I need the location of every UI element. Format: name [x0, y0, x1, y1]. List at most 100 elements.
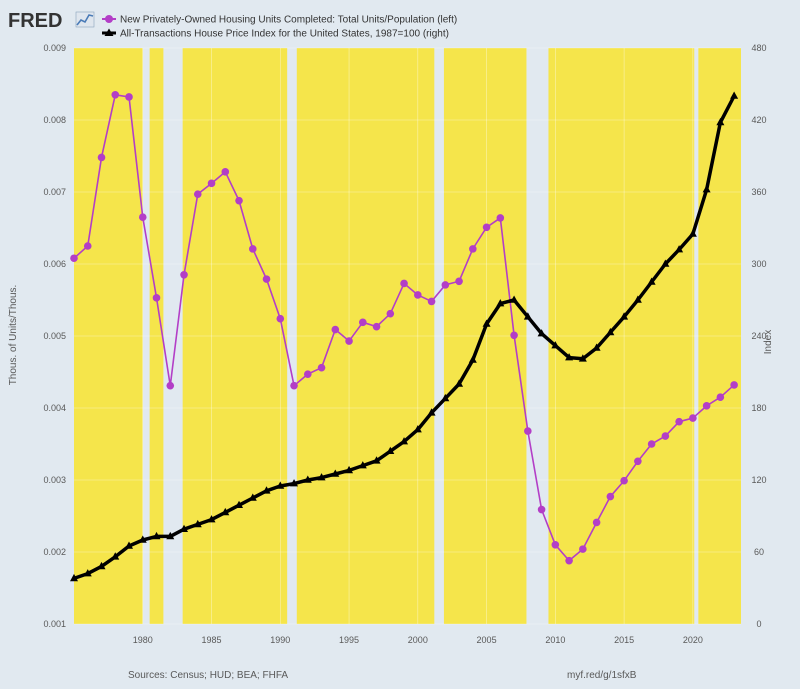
point-hpi-2005: [482, 319, 491, 327]
point-hpi-1987: [235, 500, 244, 508]
y-right-tick-label-0: 0: [756, 619, 761, 629]
point-hpi-2001: [427, 408, 436, 416]
point-completions-2014: [606, 492, 615, 501]
series-completions: [70, 91, 738, 565]
point-completions-1999: [400, 279, 408, 288]
series-house-price-index: [70, 91, 739, 582]
point-completions-2009: [537, 505, 546, 514]
point-hpi-2022: [716, 117, 725, 126]
y-right-tick-label-8: 480: [751, 43, 766, 53]
point-hpi-1999: [400, 437, 409, 445]
point-completions-2003: [455, 277, 463, 286]
y-left-tick-label-8: 0.009: [43, 43, 66, 53]
grid-lines: [74, 47, 741, 625]
y-axis-right: 0 60 120 180 240 300 360 420 480: [751, 43, 766, 629]
legend-marker-completions: [105, 15, 113, 23]
point-hpi-1982: [166, 531, 175, 540]
legend-label-completions: New Privately-Owned Housing Units Comple…: [120, 15, 457, 26]
point-hpi-1998: [386, 446, 395, 454]
point-hpi-1980: [138, 535, 147, 543]
point-hpi-1997: [372, 456, 381, 464]
point-completions-2002: [441, 281, 450, 289]
point-completions-2008: [524, 427, 532, 435]
point-completions-1998: [386, 309, 395, 318]
point-hpi-1981: [152, 531, 161, 540]
point-hpi-1978: [111, 552, 120, 560]
point-completions-2023: [730, 381, 738, 389]
y-axis-left: 0.001 0.002 0.003 0.004 0.005 0.006 0.007 0.008…: [43, 43, 66, 629]
point-hpi-2006: [496, 299, 505, 307]
y-right-tick-label-7: 420: [751, 115, 766, 125]
point-hpi-2016: [633, 295, 642, 303]
point-completions-1988: [248, 245, 257, 253]
point-hpi-2003: [455, 379, 464, 387]
point-hpi-2008: [523, 312, 532, 320]
point-hpi-2009: [537, 329, 546, 337]
x-tick-label-2010: 2010: [545, 635, 565, 645]
point-hpi-1976: [83, 569, 92, 577]
x-tick-label-2020: 2020: [683, 635, 703, 645]
y-right-tick-label-6: 360: [751, 187, 766, 197]
point-completions-1987: [235, 196, 243, 205]
fred-logo[interactable]: FRED: [8, 10, 95, 32]
point-completions-1978: [111, 91, 120, 99]
point-hpi-1984: [193, 519, 202, 528]
point-completions-2022: [716, 393, 725, 402]
legend-marker-hpi: [104, 28, 114, 36]
point-hpi-1992: [303, 475, 312, 483]
point-completions-1980: [138, 213, 147, 221]
point-hpi-1988: [248, 493, 257, 501]
point-completions-1993: [317, 363, 326, 372]
point-hpi-1989: [262, 486, 271, 494]
x-tick-label-2005: 2005: [477, 635, 497, 645]
point-completions-1994: [331, 325, 340, 334]
legend-item-completions[interactable]: New Privately-Owned Housing Units Comple…: [102, 15, 457, 26]
point-hpi-2007: [510, 295, 519, 303]
point-hpi-1993: [317, 473, 326, 481]
point-completions-1983: [180, 271, 188, 279]
y-left-tick-label-7: 0.008: [43, 115, 66, 125]
point-completions-1982: [166, 381, 175, 390]
point-completions-2020: [689, 414, 697, 422]
point-completions-1977: [97, 153, 106, 162]
point-hpi-2023: [730, 91, 739, 99]
point-completions-1995: [345, 337, 353, 345]
point-hpi-1977: [97, 561, 106, 570]
point-completions-2013: [592, 518, 601, 527]
short-link[interactable]: myf.red/g/1sfxB: [567, 670, 637, 681]
legend-item-hpi[interactable]: All-Transactions House Price Index for t…: [102, 28, 449, 40]
legend-label-hpi: All-Transactions House Price Index for t…: [120, 29, 449, 40]
y-left-tick-label-0: 0.001: [43, 619, 66, 629]
fred-logo-text: FRED: [8, 10, 62, 32]
point-hpi-2014: [606, 327, 615, 336]
point-completions-1985: [207, 179, 216, 188]
point-completions-2001: [427, 297, 436, 306]
point-hpi-1975: [70, 573, 78, 582]
fred-logo-graph-icon: [75, 11, 95, 28]
point-hpi-2002: [441, 393, 450, 402]
point-hpi-1995: [345, 465, 354, 474]
y-left-tick-label-6: 0.007: [43, 187, 66, 197]
point-hpi-1996: [358, 461, 367, 469]
y-left-tick-label-3: 0.004: [43, 403, 66, 413]
y-right-tick-label-2: 120: [751, 475, 766, 485]
point-hpi-2017: [647, 277, 656, 285]
x-tick-label-1980: 1980: [133, 635, 153, 645]
y-left-tick-label-2: 0.003: [43, 475, 66, 485]
x-tick-label-1985: 1985: [202, 635, 222, 645]
point-hpi-2012: [578, 354, 587, 362]
point-completions-1979: [125, 93, 133, 101]
point-hpi-1986: [221, 507, 230, 516]
point-completions-2017: [647, 440, 656, 448]
y-right-tick-label-3: 180: [751, 403, 766, 413]
point-completions-2019: [675, 417, 683, 426]
point-hpi-1985: [207, 515, 216, 523]
point-completions-2015: [620, 476, 628, 485]
point-completions-2012: [579, 545, 587, 553]
y-left-tick-label-5: 0.006: [43, 259, 66, 269]
sources-text: Sources: Census; HUD; BEA; FHFA: [128, 670, 288, 681]
point-hpi-1979: [125, 541, 134, 549]
point-completions-1981: [152, 294, 161, 302]
point-completions-1997: [372, 322, 381, 331]
point-completions-1989: [262, 275, 271, 283]
